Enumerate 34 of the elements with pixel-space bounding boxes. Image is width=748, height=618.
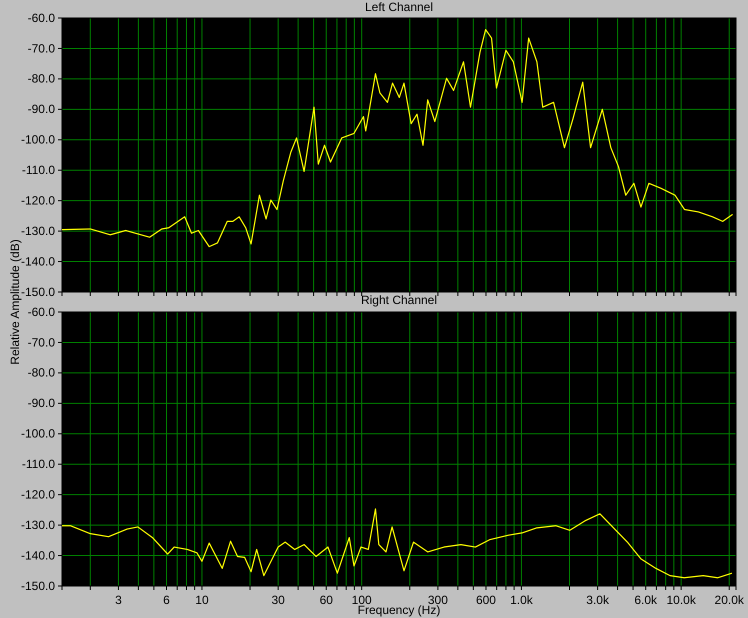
x-tick-label: 6.0k xyxy=(634,592,658,607)
x-tick-label: 10.0k xyxy=(666,592,697,607)
y-tick-label: -80.0 xyxy=(28,72,56,86)
y-tick-label: -60.0 xyxy=(28,10,56,25)
x-tick-label: 600 xyxy=(476,592,496,607)
y-tick-label: -120.0 xyxy=(20,194,56,208)
y-tick-label: -130.0 xyxy=(20,224,56,238)
y-tick-label: -100.0 xyxy=(20,426,56,441)
x-tick-label: 60 xyxy=(320,592,334,607)
x-tick-label: 6 xyxy=(163,592,170,607)
y-tick-label: -140.0 xyxy=(20,548,56,562)
x-tick-label: 30 xyxy=(271,592,286,607)
y-axis-title: Relative Amplitude (dB) xyxy=(8,239,22,365)
y-tick-label: -140.0 xyxy=(20,254,56,268)
x-tick-label: 1.0k xyxy=(510,592,534,607)
y-tick-label: -130.0 xyxy=(20,518,56,532)
y-tick-label: -110.0 xyxy=(22,163,56,178)
y-tick-label: -100.0 xyxy=(20,132,56,147)
y-tick-label: -70.0 xyxy=(28,41,56,56)
y-tick-label: -90.0 xyxy=(28,102,56,116)
x-tick-label: 3.0k xyxy=(586,592,610,607)
y-tick-label: -150.0 xyxy=(20,284,56,299)
y-tick-label: -110.0 xyxy=(22,457,56,472)
x-tick-label: 10 xyxy=(195,592,209,607)
y-tick-label: -80.0 xyxy=(28,366,56,380)
y-tick-label: -70.0 xyxy=(28,335,56,350)
x-tick-label: 3 xyxy=(115,592,122,607)
y-tick-label: -120.0 xyxy=(20,488,56,502)
chart-title: Right Channel xyxy=(360,293,438,308)
y-tick-label: -90.0 xyxy=(28,396,56,410)
x-tick-label: 20.0k xyxy=(714,592,745,607)
y-tick-label: -150.0 xyxy=(20,578,56,593)
y-tick-label: -60.0 xyxy=(28,304,56,319)
chart-title: Left Channel xyxy=(364,0,434,14)
